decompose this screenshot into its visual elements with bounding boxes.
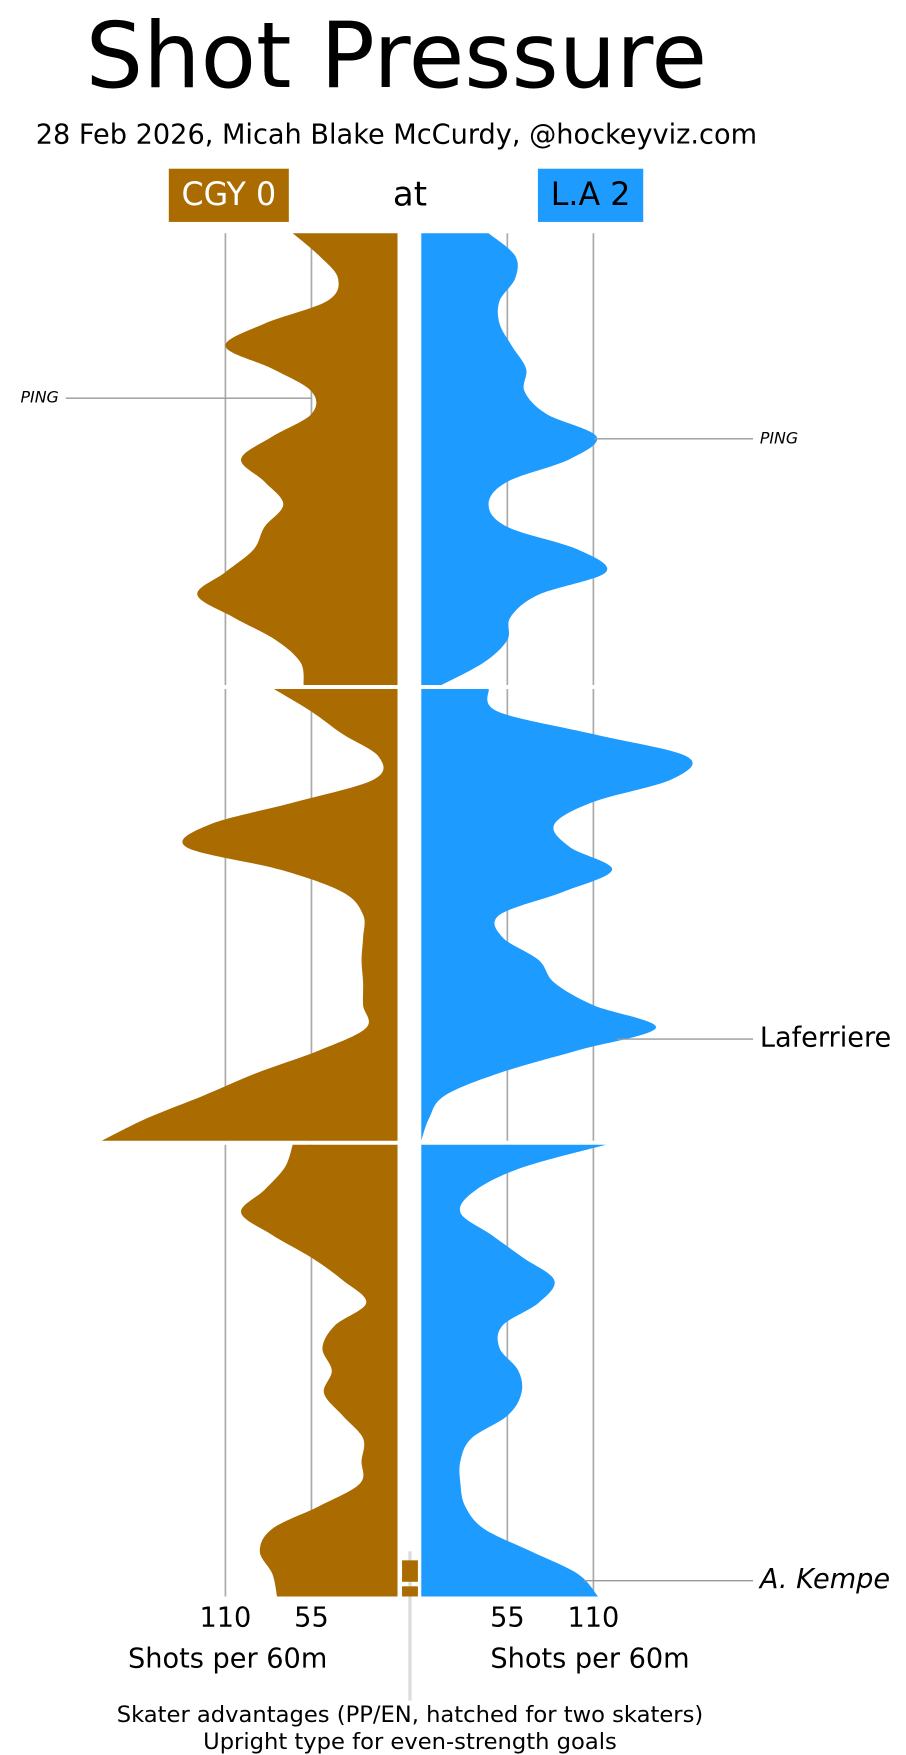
team-label: L.A 2 xyxy=(551,177,631,213)
connector: at xyxy=(393,174,427,214)
annotation-label: PING xyxy=(760,428,798,447)
pressure-area xyxy=(197,233,398,686)
x-tick-label: 110 xyxy=(199,1603,251,1634)
advantage-bar xyxy=(402,1560,418,1582)
team-box xyxy=(168,168,289,222)
annotation-label: PING xyxy=(20,388,58,407)
pressure-area xyxy=(421,233,608,686)
axis-label: Shots per 60m xyxy=(490,1643,689,1674)
x-tick-label: 110 xyxy=(567,1603,619,1634)
footnote: Skater advantages (PP/EN, hatched for tw… xyxy=(117,1702,703,1728)
annotation-label: A. Kempe xyxy=(758,1564,890,1595)
advantage-bar xyxy=(402,1586,418,1597)
x-tick-label: 55 xyxy=(294,1603,329,1634)
chart-title: Shot Pressure xyxy=(86,4,707,109)
pressure-area xyxy=(240,1144,398,1597)
x-tick-label: 55 xyxy=(490,1603,525,1634)
annotation-label: Laferriere xyxy=(760,1023,891,1054)
pressure-area xyxy=(101,688,398,1141)
pressure-area xyxy=(421,688,693,1141)
chart-subtitle: 28 Feb 2026, Micah Blake McCurdy, @hocke… xyxy=(36,119,757,150)
axis-label: Shots per 60m xyxy=(128,1643,327,1674)
footnote: Upright type for even-strength goals xyxy=(203,1729,617,1755)
pressure-area xyxy=(421,1144,606,1597)
team-label: CGY 0 xyxy=(181,177,276,213)
team-box xyxy=(537,168,644,222)
